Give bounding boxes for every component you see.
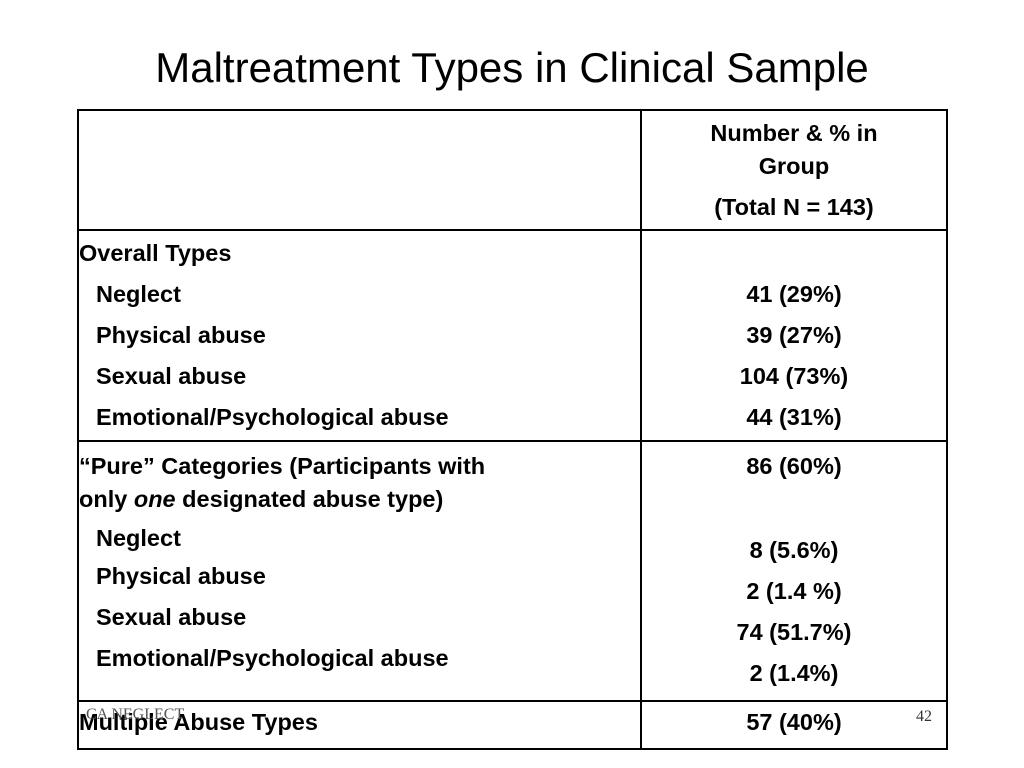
- pure-heading-line-1: “Pure” Categories (Participants with: [79, 453, 486, 479]
- multiple-label: Multiple Abuse Types: [79, 709, 318, 735]
- pure-emotional-label: Emotional/Psychological abuse: [96, 645, 449, 671]
- overall-sexual-value: 104 (73%): [739, 363, 849, 389]
- overall-label-cell: Overall Types Neglect Physical abuse Sex…: [77, 229, 642, 442]
- footer-text: CA NEGLECT: [86, 706, 185, 723]
- pure-sexual-label: Sexual abuse: [96, 604, 247, 630]
- header-line-1: Number & % in: [710, 120, 878, 146]
- pure-value-cell: 86 (60%) 8 (5.6%) 2 (1.4 %) 74 (51.7%) 2…: [640, 440, 948, 702]
- overall-physical-value: 39 (27%): [746, 322, 842, 348]
- header-line-2: Group: [758, 153, 830, 179]
- overall-sexual-label: Sexual abuse: [96, 363, 247, 389]
- pure-physical-value: 2 (1.4 %): [746, 578, 842, 604]
- slide-title: Maltreatment Types in Clinical Sample: [155, 44, 869, 91]
- pure-emotional-value: 2 (1.4%): [749, 660, 839, 686]
- pure-total-value: 86 (60%): [746, 453, 842, 479]
- overall-heading: Overall Types: [79, 240, 232, 266]
- pure-label-cell: “Pure” Categories (Participants with onl…: [77, 440, 642, 702]
- table-row-overall: Overall Types Neglect Physical abuse Sex…: [77, 229, 948, 442]
- overall-value-cell: 41 (29%) 39 (27%) 104 (73%) 44 (31%): [640, 229, 948, 442]
- overall-physical-label: Physical abuse: [96, 322, 266, 348]
- maltreatment-table: Number & % in Group (Total N = 143) Over…: [77, 109, 948, 750]
- pure-neglect-value: 8 (5.6%): [749, 537, 839, 563]
- multiple-label-cell: Multiple Abuse Types: [77, 700, 642, 750]
- overall-neglect-value: 41 (29%): [746, 281, 842, 307]
- table-header-row: Number & % in Group (Total N = 143): [77, 109, 948, 231]
- overall-emotional-label: Emotional/Psychological abuse: [96, 404, 449, 430]
- header-value-cell: Number & % in Group (Total N = 143): [640, 109, 948, 231]
- header-empty-cell: [77, 109, 642, 231]
- pure-heading-line-2: only one designated abuse type): [79, 486, 444, 512]
- header-line-3: (Total N = 143): [714, 194, 874, 220]
- table-row-pure: “Pure” Categories (Participants with onl…: [77, 440, 948, 702]
- pure-sexual-value: 74 (51.7%): [736, 619, 852, 645]
- overall-neglect-label: Neglect: [96, 281, 181, 307]
- overall-emotional-value: 44 (31%): [746, 404, 842, 430]
- pure-physical-label: Physical abuse: [96, 563, 266, 589]
- multiple-value-cell: 57 (40%): [640, 700, 948, 750]
- multiple-value: 57 (40%): [746, 709, 842, 735]
- page-number: 42: [916, 708, 932, 725]
- pure-neglect-label: Neglect: [96, 525, 181, 551]
- table-row-multiple: Multiple Abuse Types 57 (40%): [77, 700, 948, 750]
